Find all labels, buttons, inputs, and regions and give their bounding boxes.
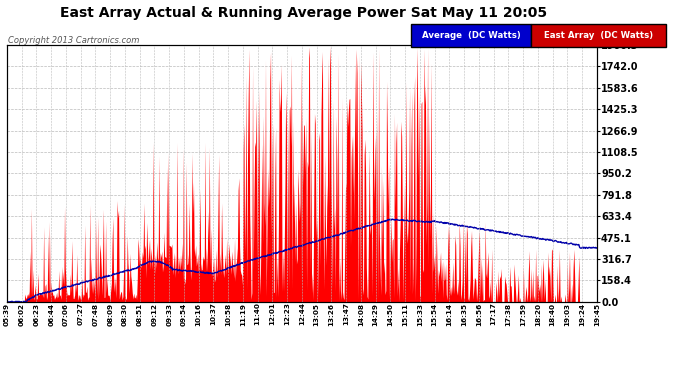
Text: East Array  (DC Watts): East Array (DC Watts) <box>544 31 653 40</box>
Text: Copyright 2013 Cartronics.com: Copyright 2013 Cartronics.com <box>8 36 139 45</box>
Text: Average  (DC Watts): Average (DC Watts) <box>422 31 520 40</box>
Text: East Array Actual & Running Average Power Sat May 11 20:05: East Array Actual & Running Average Powe… <box>60 6 547 20</box>
